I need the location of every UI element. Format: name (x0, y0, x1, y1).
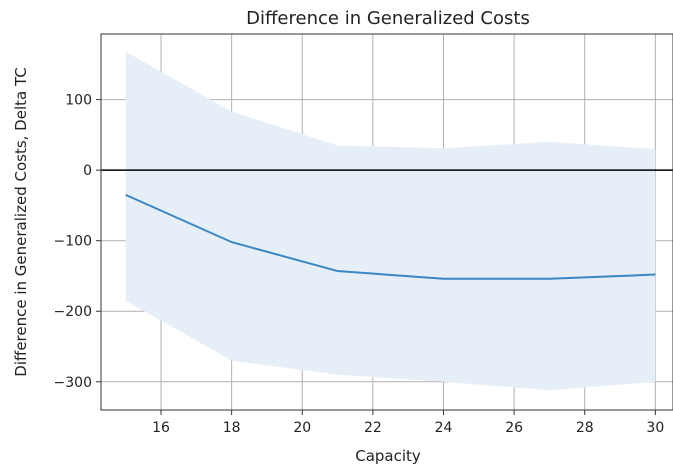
y-tick-label: −100 (54, 234, 92, 250)
x-tick-label: 18 (223, 420, 241, 436)
chart-title: Difference in Generalized Costs (246, 8, 530, 29)
confidence-band-area (125, 51, 656, 391)
x-tick-label: 22 (364, 420, 382, 436)
y-tick-label: 0 (83, 163, 92, 179)
y-axis-ticks: 100 0 −100 −200 −300 (54, 93, 101, 391)
x-tick-label: 30 (646, 420, 664, 436)
x-tick-label: 24 (435, 420, 453, 436)
y-tick-label: 100 (65, 93, 92, 109)
y-tick-label: −200 (54, 304, 92, 320)
x-axis-ticks: 16 18 20 22 24 26 28 30 (152, 410, 664, 436)
series-line (125, 193, 656, 280)
confidence-band (125, 51, 656, 391)
x-tick-label: 20 (293, 420, 311, 436)
x-axis-label: Capacity (355, 447, 421, 465)
x-tick-label: 26 (505, 420, 523, 436)
x-tick-label: 28 (576, 420, 594, 436)
x-tick-label: 16 (152, 420, 170, 436)
y-axis-label: Difference in Generalized Costs, Delta T… (12, 67, 30, 376)
series-line-path (125, 193, 656, 280)
plot-frame (100, 33, 673, 411)
y-tick-label: −300 (54, 375, 92, 391)
